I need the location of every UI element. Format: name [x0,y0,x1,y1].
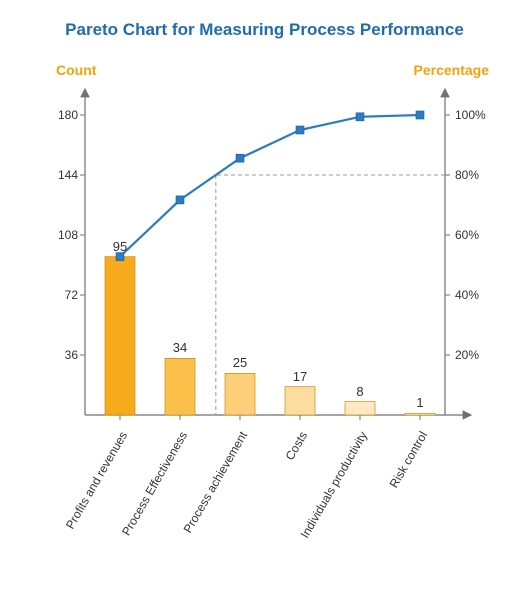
bar-value: 25 [233,355,247,370]
ytick-right: 100% [455,108,486,122]
ytick-left: 72 [50,288,78,302]
pareto-chart: Pareto Chart for Measuring Process Perfo… [0,0,529,603]
ytick-left: 144 [50,168,78,182]
ytick-left: 36 [50,348,78,362]
bar-value: 1 [416,395,423,410]
ytick-right: 20% [455,348,479,362]
bar-value: 95 [113,239,127,254]
ytick-right: 60% [455,228,479,242]
ytick-right: 40% [455,288,479,302]
bar-value: 17 [293,369,307,384]
ytick-left: 108 [50,228,78,242]
ytick-left: 180 [50,108,78,122]
bar-value: 8 [356,384,363,399]
ytick-right: 80% [455,168,479,182]
bar-value: 34 [173,340,187,355]
